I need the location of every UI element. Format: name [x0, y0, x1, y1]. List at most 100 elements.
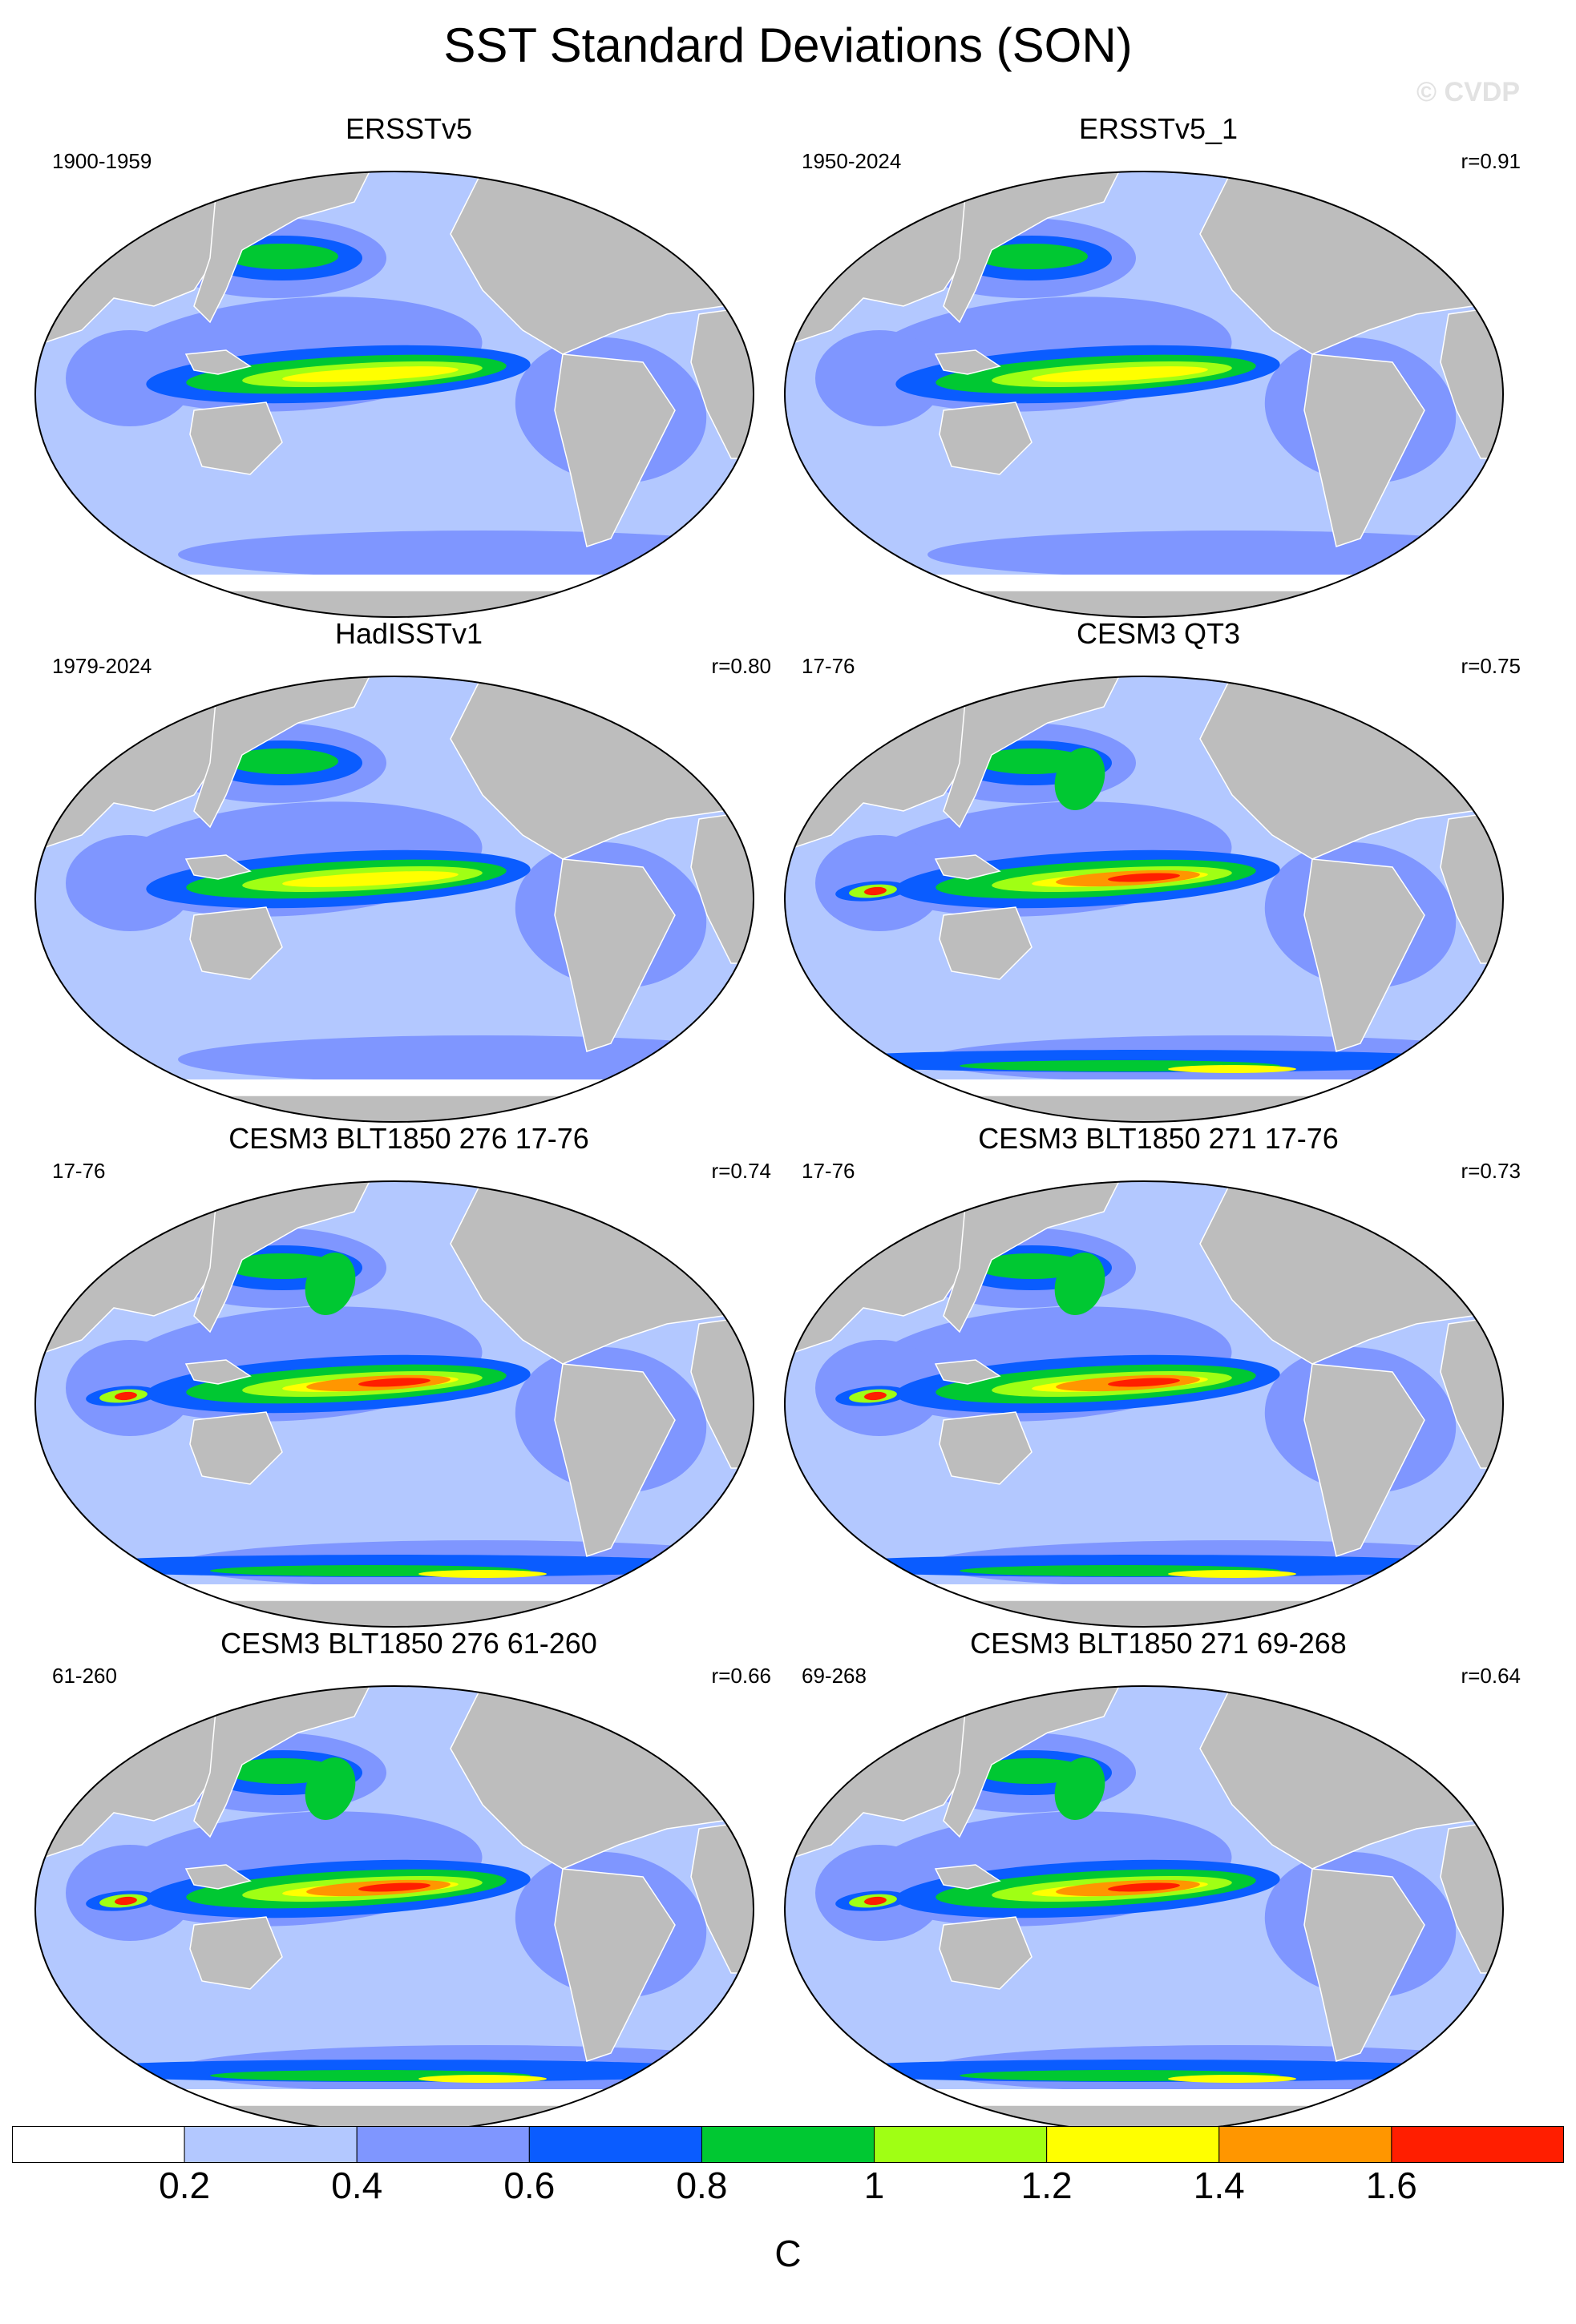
- indonesia-land: [184, 1864, 252, 1890]
- south-america-land: [554, 1868, 676, 2062]
- south-america-land: [1303, 1868, 1425, 2062]
- map-panel: CESM3 QT3 17-76 r=0.75: [782, 617, 1535, 1162]
- colorbar-tick-label: 1.6: [1365, 2165, 1417, 2206]
- sst-anomaly-region: [358, 1378, 430, 1387]
- sst-anomaly-region: [1054, 1757, 1105, 1820]
- colorbar-tick-label: 1: [863, 2165, 885, 2206]
- sst-anomaly-region: [115, 1391, 137, 1401]
- south-america-land: [1303, 353, 1425, 547]
- panel-title: ERSSTv5: [345, 112, 473, 145]
- colorbar-tick-label: 0.2: [159, 2165, 211, 2206]
- panel-period: 1950-2024: [802, 149, 902, 173]
- indonesia-land: [934, 1359, 1001, 1385]
- antarctica-land: [785, 1095, 1503, 1122]
- sst-anomaly-region: [1108, 1378, 1180, 1387]
- figure-title: SST Standard Deviations (SON): [443, 18, 1133, 72]
- australia-land: [189, 1916, 283, 1990]
- robinson-map: [784, 171, 1504, 618]
- panel-correlation: r=0.80: [711, 654, 771, 678]
- panel-period: 1979-2024: [52, 654, 152, 678]
- panel-period: 17-76: [802, 654, 855, 678]
- panel-title: CESM3 QT3: [1076, 617, 1241, 650]
- map-panel: ERSSTv5_1 1950-2024 r=0.91: [782, 112, 1535, 657]
- antarctica-land: [785, 590, 1503, 617]
- map-frame: [784, 676, 1504, 1123]
- africa-land: [1440, 1315, 1503, 1469]
- africa-land: [690, 810, 754, 964]
- africa-land: [690, 1820, 754, 1974]
- colorbar-swatch: [1218, 2126, 1392, 2163]
- antarctica-land: [35, 1095, 754, 1122]
- robinson-map: [34, 1180, 754, 1628]
- colorbar: [12, 2126, 1564, 2163]
- panel-title: HadISSTv1: [334, 617, 483, 650]
- antarctica-land: [35, 1600, 754, 1627]
- robinson-map: [34, 1685, 754, 2132]
- australia-land: [939, 1411, 1032, 1485]
- sst-anomaly-region: [1108, 1882, 1180, 1892]
- indonesia-land: [184, 854, 252, 880]
- sst-anomaly-region: [1108, 873, 1180, 882]
- antarctica-land: [35, 590, 754, 617]
- colorbar-swatch: [528, 2126, 702, 2163]
- panel-correlation: r=0.66: [711, 1664, 771, 1688]
- australia-land: [189, 1411, 283, 1485]
- sst-anomaly-region: [66, 835, 194, 931]
- asia-east-land: [193, 676, 372, 829]
- sst-anomaly-region: [1168, 1065, 1296, 1073]
- robinson-map: [34, 676, 754, 1123]
- panel-period: 1900-1959: [52, 149, 152, 173]
- south-america-land: [1303, 1363, 1425, 1557]
- sst-anomaly-region: [1054, 748, 1105, 810]
- sst-anomaly-region: [976, 244, 1088, 269]
- asia-east-land: [943, 171, 1121, 324]
- map-panel: CESM3 BLT1850 276 61-260 61-260 r=0.66: [32, 1627, 786, 2172]
- panel-period: 69-268: [802, 1664, 867, 1688]
- asia-east-land: [943, 1686, 1121, 1838]
- panel-title: CESM3 BLT1850 271 69-268: [970, 1627, 1347, 1660]
- indonesia-land: [184, 349, 252, 375]
- robinson-map: [784, 1685, 1504, 2132]
- panel-period: 17-76: [52, 1159, 106, 1183]
- africa-land: [690, 305, 754, 459]
- australia-land: [939, 906, 1032, 980]
- panel-title: ERSSTv5_1: [1078, 112, 1239, 145]
- africa-land: [1440, 1820, 1503, 1974]
- map-panel: CESM3 BLT1850 276 17-76 17-76 r=0.74: [32, 1122, 786, 1667]
- panel-period: 61-260: [52, 1664, 117, 1688]
- colorbar-tick-label: 0.6: [503, 2165, 556, 2206]
- sst-anomaly-region: [815, 330, 944, 426]
- south-america-land: [554, 353, 676, 547]
- sst-anomaly-region: [1032, 366, 1208, 382]
- colorbar-tick-label: 0.8: [676, 2165, 728, 2206]
- panel-title: CESM3 BLT1850 271 17-76: [978, 1122, 1339, 1155]
- panel-title: CESM3 BLT1850 276 61-260: [220, 1627, 597, 1660]
- sst-anomaly-region: [864, 886, 887, 896]
- south-america-land: [554, 1363, 676, 1557]
- africa-land: [690, 1315, 754, 1469]
- indonesia-land: [934, 854, 1001, 880]
- africa-land: [1440, 305, 1503, 459]
- sst-anomaly-region: [226, 244, 338, 269]
- asia-east-land: [943, 1181, 1121, 1333]
- colorbar-swatch: [184, 2126, 358, 2163]
- sst-anomaly-region: [1168, 1570, 1296, 1578]
- panel-correlation: r=0.91: [1461, 149, 1521, 173]
- map-panel: CESM3 BLT1850 271 17-76 17-76 r=0.73: [782, 1122, 1535, 1667]
- sst-anomaly-region: [864, 1896, 887, 1906]
- sst-anomaly-region: [115, 1896, 137, 1906]
- colorbar-swatch: [1046, 2126, 1220, 2163]
- sst-anomaly-region: [226, 748, 338, 774]
- indonesia-land: [934, 1864, 1001, 1890]
- sst-anomaly-region: [282, 366, 459, 382]
- sst-anomaly-region: [305, 1757, 356, 1820]
- indonesia-land: [184, 1359, 252, 1385]
- australia-land: [189, 401, 283, 475]
- sst-anomaly-region: [864, 1391, 887, 1401]
- cvdp-watermark: © CVDP: [1416, 77, 1520, 107]
- asia-east-land: [193, 1686, 372, 1838]
- sst-anomaly-region: [282, 871, 459, 887]
- colorbar-tick-label: 0.4: [331, 2165, 383, 2206]
- map-panel: HadISSTv1 1979-2024 r=0.80: [32, 617, 786, 1162]
- colorbar-tick-label: 1.4: [1193, 2165, 1245, 2206]
